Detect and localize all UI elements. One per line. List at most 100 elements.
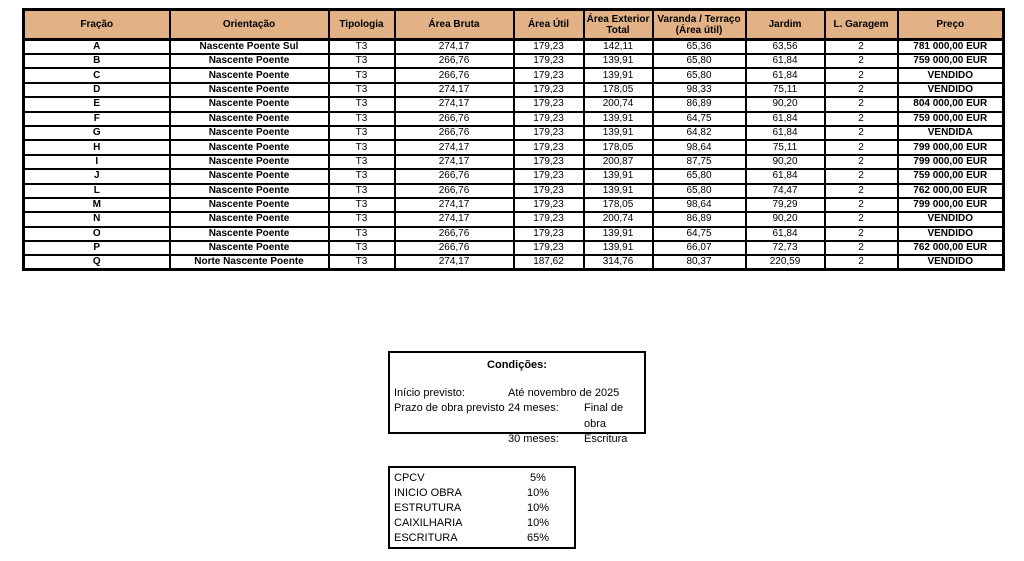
table-cell: D bbox=[22, 81, 171, 99]
table-cell: T3 bbox=[327, 153, 396, 171]
table-cell: 179,23 bbox=[512, 153, 585, 171]
table-cell: 2 bbox=[823, 67, 899, 84]
table-cell: Norte Nascente Poente bbox=[168, 254, 330, 271]
table-row-L: L Nascente Poente T3 266,76 179,23 139,91 65,8… bbox=[22, 182, 1005, 199]
table-cell: J bbox=[22, 168, 171, 185]
table-cell: 64,82 bbox=[651, 124, 747, 142]
table-cell: G bbox=[22, 124, 171, 142]
table-cell: VENDIDO bbox=[896, 67, 1005, 84]
table-cell: 80,37 bbox=[651, 254, 747, 271]
table-cell: 274,17 bbox=[393, 211, 515, 228]
conditions-start-label: Início previsto: bbox=[394, 386, 465, 399]
table-cell: Nascente Poente bbox=[168, 168, 330, 185]
table-cell: 63,56 bbox=[744, 38, 826, 55]
table-cell: 61,84 bbox=[744, 67, 826, 84]
table-cell: 86,89 bbox=[651, 211, 747, 228]
table-cell: 2 bbox=[823, 139, 899, 156]
table-cell: 2 bbox=[823, 240, 899, 257]
table-cell: T3 bbox=[327, 81, 396, 99]
header-cell-9: Preço bbox=[896, 8, 1005, 41]
payment-row: ESTRUTURA 10% bbox=[390, 501, 574, 515]
table-cell: 179,23 bbox=[512, 67, 585, 84]
table-cell: VENDIDO bbox=[896, 225, 1005, 243]
table-cell: 266,76 bbox=[393, 110, 515, 127]
table-cell: T3 bbox=[327, 254, 396, 271]
table-cell: 98,64 bbox=[651, 196, 747, 214]
table-cell: 178,05 bbox=[582, 81, 654, 99]
table-cell: 274,17 bbox=[393, 81, 515, 99]
table-cell: A bbox=[22, 38, 171, 55]
header-cell-0: Fração bbox=[22, 8, 171, 41]
table-cell: 799 000,00 EUR bbox=[896, 196, 1005, 214]
table-cell: 274,17 bbox=[393, 254, 515, 271]
table-cell: 65,80 bbox=[651, 182, 747, 199]
table-cell: VENDIDO bbox=[896, 81, 1005, 99]
table-cell: 179,23 bbox=[512, 182, 585, 199]
table-cell: 2 bbox=[823, 196, 899, 214]
conditions-row-deadline: Prazo de obra previsto 24 meses: Final d… bbox=[390, 401, 644, 432]
table-cell: 65,36 bbox=[651, 38, 747, 55]
table-cell: 90,20 bbox=[744, 96, 826, 113]
table-row-P: P Nascente Poente T3 266,76 179,23 139,91 66,0… bbox=[22, 240, 1005, 257]
table-cell: E bbox=[22, 96, 171, 113]
table-cell: P bbox=[22, 240, 171, 257]
table-cell: 139,91 bbox=[582, 168, 654, 185]
table-cell: 266,76 bbox=[393, 182, 515, 199]
table-cell: Nascente Poente bbox=[168, 139, 330, 156]
table-cell: T3 bbox=[327, 225, 396, 243]
table-cell: 266,76 bbox=[393, 67, 515, 84]
payment-row: CPCV 5% bbox=[390, 471, 574, 485]
conditions-row-deed: 30 meses: Escritura bbox=[390, 432, 644, 448]
table-cell: 274,17 bbox=[393, 153, 515, 171]
table-cell: T3 bbox=[327, 96, 396, 113]
table-cell: 266,76 bbox=[393, 52, 515, 70]
table-cell: 64,75 bbox=[651, 110, 747, 127]
table-cell: 98,33 bbox=[651, 81, 747, 99]
table-cell: 274,17 bbox=[393, 38, 515, 55]
table-cell: 74,47 bbox=[744, 182, 826, 199]
table-cell: 139,91 bbox=[582, 182, 654, 199]
table-cell: T3 bbox=[327, 196, 396, 214]
table-cell: 2 bbox=[823, 254, 899, 271]
table-cell: 65,80 bbox=[651, 52, 747, 70]
table-cell: 79,29 bbox=[744, 196, 826, 214]
table-cell: T3 bbox=[327, 139, 396, 156]
table-cell: 220,59 bbox=[744, 254, 826, 271]
conditions-start-value: Até novembro de 2025 bbox=[508, 386, 620, 399]
payment-box: CPCV 5% INICIO OBRA 10% ESTRUTURA 10% CAIXILHA… bbox=[388, 466, 576, 549]
table-row-G: G Nascente Poente T3 266,76 179,23 139,91 64,8… bbox=[22, 124, 1005, 142]
table-row-A: A Nascente Poente Sul T3 274,17 179,23 142,11… bbox=[22, 38, 1005, 55]
table-cell: Nascente Poente bbox=[168, 211, 330, 228]
table-cell: 65,80 bbox=[651, 168, 747, 185]
table-row-N: N Nascente Poente T3 274,17 179,23 200,74 86,8… bbox=[22, 211, 1005, 228]
table-cell: 2 bbox=[823, 38, 899, 55]
table-row-O: O Nascente Poente T3 266,76 179,23 139,91 64,7… bbox=[22, 225, 1005, 243]
table-cell: 2 bbox=[823, 211, 899, 228]
table-cell: 139,91 bbox=[582, 67, 654, 84]
table-row-D: D Nascente Poente T3 274,17 179,23 178,05 98,3… bbox=[22, 81, 1005, 99]
table-cell: 139,91 bbox=[582, 240, 654, 257]
table-cell: C bbox=[22, 67, 171, 84]
payment-stage-percent: 10% bbox=[526, 501, 550, 514]
table-cell: 179,23 bbox=[512, 52, 585, 70]
table-cell: 90,20 bbox=[744, 211, 826, 228]
table-row-I: I Nascente Poente T3 274,17 179,23 200,87 87,7… bbox=[22, 153, 1005, 171]
price-table-header-row: Fração Orientação Tipologia Área Bruta Área … bbox=[22, 8, 1005, 41]
table-cell: 179,23 bbox=[512, 211, 585, 228]
table-cell: 179,23 bbox=[512, 225, 585, 243]
conditions-box: Condições: Início previsto: Até novembro… bbox=[388, 351, 646, 445]
table-cell: 187,62 bbox=[512, 254, 585, 271]
conditions-deed-spacer bbox=[394, 432, 508, 448]
table-cell: N bbox=[22, 211, 171, 228]
table-cell: 799 000,00 EUR bbox=[896, 153, 1005, 171]
table-cell: 274,17 bbox=[393, 96, 515, 113]
header-cell-1: Orientação bbox=[168, 8, 330, 41]
header-cell-8: L. Garagem bbox=[823, 8, 899, 41]
table-cell: T3 bbox=[327, 240, 396, 257]
table-cell: 139,91 bbox=[582, 225, 654, 243]
table-cell: 274,17 bbox=[393, 139, 515, 156]
table-cell: Nascente Poente bbox=[168, 124, 330, 142]
table-cell: 139,91 bbox=[582, 110, 654, 127]
table-cell: Nascente Poente bbox=[168, 67, 330, 84]
table-cell: 65,80 bbox=[651, 67, 747, 84]
